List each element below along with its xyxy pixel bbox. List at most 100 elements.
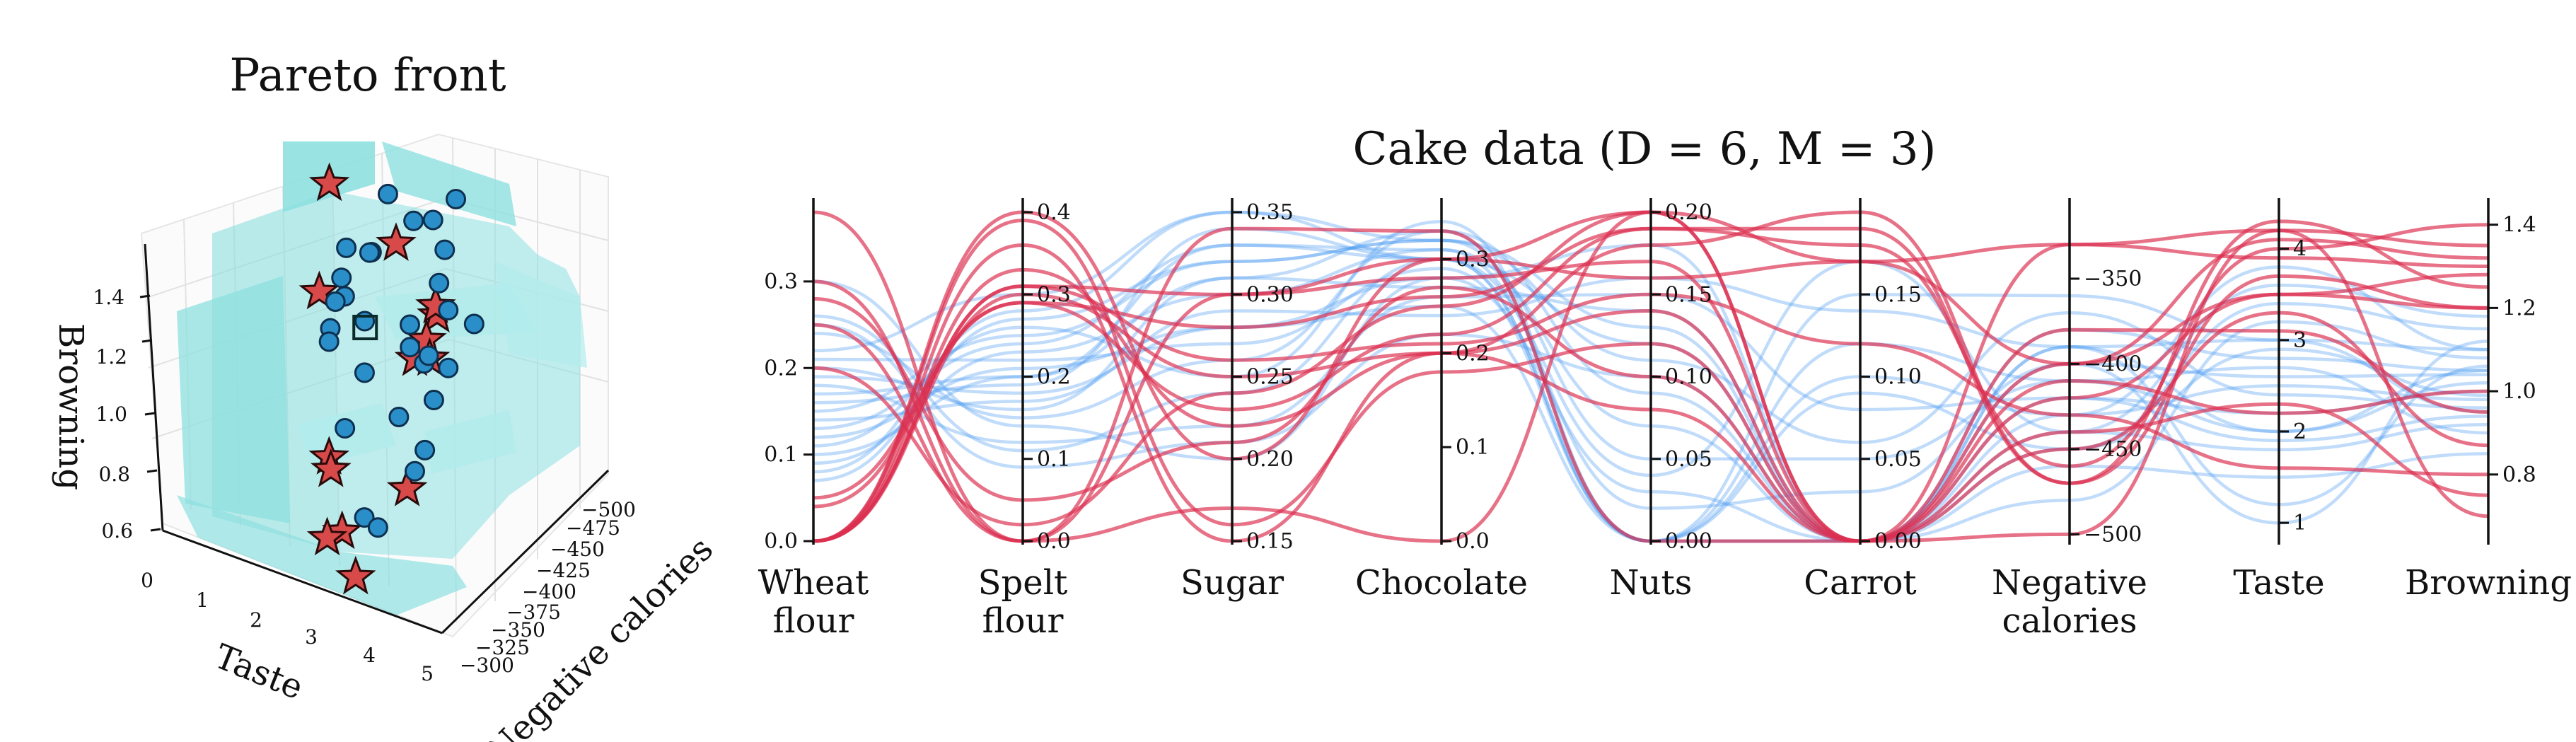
y-tick: −300 [460,654,514,677]
y-tick: −475 [566,516,620,540]
axis-tick-label: 0.2 [1456,341,1490,366]
parallel-coordinates-panel: Cake data (D = 6, M = 3) 0.0 0.1 0.2 0.3 Whe… [758,123,2572,641]
axis-tick-label: 0.10 [1665,365,1712,390]
axis-tick-label: 0.00 [1874,529,1922,554]
dominated-point [403,210,424,231]
pareto-line [813,260,2489,543]
dominated-point [463,313,485,335]
axis-tick-label: 0.30 [1246,282,1294,307]
axis-tick-label: 0.35 [1246,200,1294,225]
axis-tick-label: −500 [2084,522,2142,547]
axis-tick-label: 0.1 [764,443,798,468]
dominated-point [418,345,439,366]
dominated-point [434,239,456,260]
pareto-scatter-markers [298,162,485,595]
axis-tick-label: 0.20 [1246,447,1294,472]
y-axis-ticks: −300 −325 −350 −375 −400 −425 −450 −475 … [460,498,636,677]
z-tick: 1.2 [95,345,127,369]
x-tick: 2 [250,608,262,632]
dominated-point [359,242,380,263]
dominated-point [367,517,388,538]
axis-tick-label: 0.0 [1037,529,1071,554]
axis-tick-label: 4 [2293,237,2307,262]
dominated-point [377,183,398,204]
dominated-point [429,272,450,294]
dominated-line [813,238,2489,461]
dominated-point [400,314,420,335]
axis-label: Chocolate [1355,563,1528,603]
dominated-line [813,276,2489,543]
x-tick: 0 [141,569,153,592]
axis-label: Wheat flour [758,563,869,641]
pareto-line [813,226,2489,543]
pareto-line [813,228,2489,543]
dominated-point [423,390,444,410]
dominated-point [404,460,425,482]
axis-tick-label: 0.1 [1037,447,1071,472]
z-tick: 1.4 [93,286,124,309]
dominated-point [354,311,376,332]
axis-tick-label: 1.4 [2502,213,2536,238]
dominated-point [325,291,346,312]
z-axis-label: Browning [51,323,91,490]
pareto-star-point [335,555,376,595]
axis-tick-label: 0.15 [1665,282,1712,307]
axis-tick-label: 0.4 [1037,200,1071,225]
axis-tick-label: 0.0 [1456,529,1490,554]
axis-tick-label: 0.00 [1665,529,1712,554]
y-tick: −500 [581,498,636,521]
dominated-point [336,237,357,258]
pareto-line [813,219,2489,543]
z-tick: 0.8 [98,463,130,486]
y-tick: −375 [506,601,561,624]
x-tick: 4 [363,644,376,667]
axis-tick-label: 0.10 [1874,365,1922,390]
pareto-star-point [298,270,340,310]
pareto-star-point [311,448,352,487]
z-tick: 1.0 [95,402,127,426]
axis-label: Negative calories [1992,563,2147,641]
y-tick: −325 [475,636,530,659]
axis-tick-label: 3 [2293,328,2307,353]
pareto-star-point [306,516,348,556]
axis-tick-label: 1.2 [2502,296,2536,320]
axis-tick-label: −400 [2084,352,2142,376]
axis-tick-label: −450 [2084,437,2142,462]
pareto-star-point [308,162,350,202]
axis-label: Sugar [1180,563,1284,603]
cake-data-title: Cake data (D = 6, M = 3) [1353,123,1937,175]
dominated-line [813,243,2489,543]
x-axis-ticks: 0 1 2 3 4 5 [141,569,434,685]
dominated-point [331,267,352,289]
dominated-point [446,189,467,209]
axis-label: Browning [2405,563,2572,603]
x-axis-label: Taste [209,637,309,707]
y-tick: −400 [522,580,576,603]
y-tick: −425 [536,559,591,582]
reference-point [352,315,378,340]
dominated-point [414,439,436,460]
axis-tick-label: 2 [2293,419,2307,444]
3d-axis-lines [144,243,610,634]
axis-tick-label: 0.20 [1665,200,1712,225]
z-axis-ticks: 1.4 1.2 1.0 0.8 0.6 [93,286,161,543]
axis-tick-label: 0.2 [1037,365,1071,390]
pareto-star-point [386,468,428,506]
axis-tick-label: 0.8 [2502,463,2536,487]
y-tick: −450 [550,538,605,561]
axis-tick-label: 1.0 [2502,379,2536,404]
axis-tick-label: 0.15 [1246,529,1294,554]
dominated-point [400,337,421,358]
pareto-star-point [376,222,417,261]
x-tick: 5 [421,662,434,685]
z-tick: 0.6 [101,519,133,543]
axis-tick-label: 0.1 [1456,435,1490,460]
dominated-point [354,362,375,383]
dominated-point [354,507,375,528]
axis-tick-label: 0.05 [1874,447,1922,472]
x-tick: 3 [305,625,318,649]
axis-tick-label: 0.15 [1874,282,1922,307]
axis-tick-label: 0.3 [1037,282,1071,307]
y-tick: −350 [491,618,545,642]
dominated-point [335,418,356,439]
